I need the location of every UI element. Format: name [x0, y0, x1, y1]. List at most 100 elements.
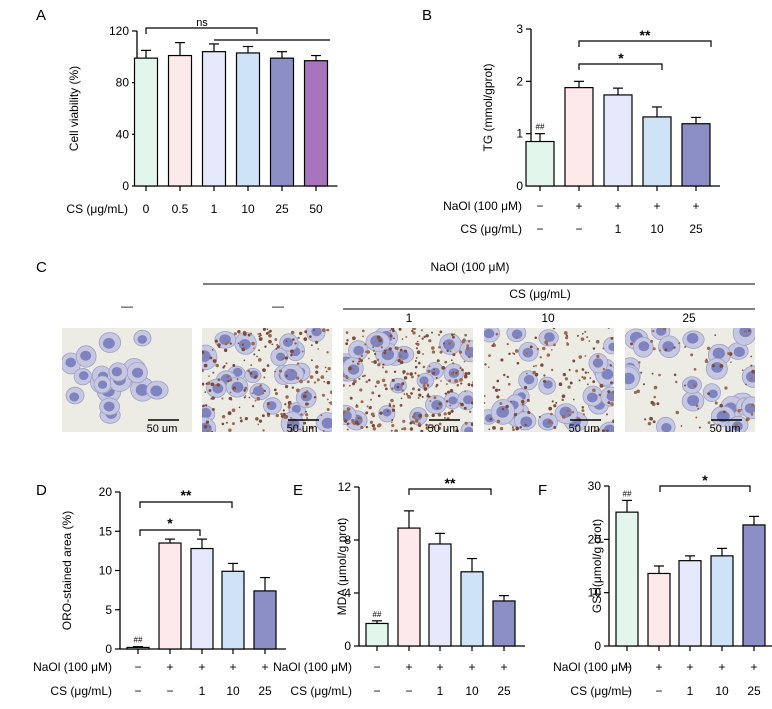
lipid-droplet: [592, 380, 596, 384]
lipid-droplet: [328, 401, 331, 404]
lipid-droplet: [484, 395, 486, 398]
cell-nucleus: [662, 341, 675, 352]
lipid-droplet: [221, 422, 225, 426]
lipid-droplet: [276, 343, 279, 346]
cell-nucleus: [238, 339, 251, 350]
lipid-droplet: [467, 340, 471, 343]
lipid-droplet: [366, 405, 369, 408]
lipid-droplet: [553, 425, 557, 429]
cell-nucleus: [253, 385, 265, 397]
condition-value: +: [575, 199, 582, 213]
lipid-droplet: [376, 380, 380, 385]
lipid-droplet: [562, 373, 566, 377]
condition-value: 50: [309, 202, 323, 216]
lipid-droplet: [584, 355, 587, 357]
condition-label: CS (μg/mL): [460, 222, 522, 236]
lipid-droplet: [313, 381, 317, 384]
lipid-droplet: [247, 369, 251, 373]
lipid-droplet: [374, 385, 377, 388]
scale-bar-label: 50 μm: [147, 423, 178, 432]
lipid-droplet: [401, 384, 403, 387]
chart-E: E 0 4 8 12 MDA (μmol/g prot) ## NaOl (100 μM) − +…: [273, 475, 525, 698]
cell-nucleus: [708, 389, 718, 399]
lipid-droplet: [449, 350, 452, 353]
condition-value: −: [134, 660, 141, 674]
lipid-droplet: [459, 377, 463, 382]
lipid-droplet: [693, 384, 696, 388]
bar-NaOl: [158, 542, 182, 650]
lipid-droplet: [431, 346, 435, 350]
lipid-droplet: [217, 343, 221, 347]
lipid-droplet: [208, 375, 210, 377]
lipid-droplet: [423, 387, 428, 391]
significance-label: **: [181, 487, 192, 503]
lipid-droplet: [673, 373, 677, 377]
lipid-droplet: [546, 353, 551, 357]
lipid-droplet: [202, 382, 205, 386]
lipid-droplet: [561, 398, 565, 402]
lipid-droplet: [414, 359, 417, 362]
micrograph-svg: 50 μm: [202, 328, 332, 432]
lipid-droplet: [464, 390, 467, 393]
significance-bracket: [139, 501, 233, 508]
lipid-droplet: [266, 402, 270, 405]
lipid-droplet: [750, 355, 753, 358]
condition-value: +: [692, 199, 699, 213]
lipid-droplet: [360, 425, 364, 430]
lipid-droplet: [425, 423, 428, 427]
lipid-droplet: [435, 383, 439, 387]
lipid-droplet: [748, 329, 751, 332]
lipid-droplet: [584, 330, 587, 333]
lipid-droplet: [651, 372, 654, 375]
lipid-droplet: [241, 347, 246, 352]
condition-value: +: [686, 660, 693, 674]
lipid-droplet: [309, 375, 314, 379]
lipid-droplet: [305, 402, 309, 406]
lipid-droplet: [384, 387, 388, 391]
lipid-droplet: [568, 413, 571, 417]
y-tick-label: 10: [99, 564, 113, 578]
y-tick-label: 40: [116, 127, 130, 141]
lipid-droplet: [512, 428, 515, 432]
bar-1: [603, 94, 633, 187]
lipid-droplet: [576, 334, 579, 337]
bar-10: [642, 116, 672, 187]
lipid-droplet: [358, 377, 361, 381]
lipid-droplet: [249, 371, 253, 375]
lipid-droplet: [304, 330, 308, 334]
lipid-droplet: [305, 390, 309, 393]
lipid-droplet: [299, 379, 303, 384]
lipid-droplet: [348, 384, 351, 387]
cell-nucleus: [132, 367, 144, 378]
lipid-droplet: [730, 361, 732, 364]
condition-value: −: [536, 222, 543, 236]
lipid-droplet: [236, 378, 239, 380]
lipid-droplet: [208, 389, 212, 392]
lipid-droplet: [356, 362, 360, 366]
condition-value: +: [614, 199, 621, 213]
lipid-droplet: [548, 406, 553, 411]
lipid-droplet: [575, 369, 579, 373]
lipid-droplet: [444, 360, 448, 364]
lipid-droplet: [489, 417, 493, 421]
lipid-droplet: [515, 336, 518, 339]
cell-nucleus: [69, 392, 80, 402]
cell-nucleus: [484, 328, 495, 339]
lipid-droplet: [515, 426, 520, 431]
lipid-droplet: [273, 388, 277, 392]
lipid-droplet: [251, 341, 255, 346]
y-tick-label: 20: [99, 485, 113, 499]
cell-nucleus: [419, 376, 429, 385]
lipid-droplet: [693, 368, 697, 371]
lipid-droplet: [244, 417, 248, 421]
lipid-droplet: [523, 385, 528, 390]
condition-label: CS (μg/mL): [66, 202, 128, 216]
lipid-droplet: [642, 383, 646, 386]
lipid-droplet: [464, 372, 468, 376]
lipid-droplet: [415, 342, 418, 345]
lipid-droplet: [275, 413, 279, 418]
cell-nucleus: [687, 395, 700, 406]
lipid-droplet: [466, 344, 470, 348]
lipid-droplet: [251, 404, 255, 408]
lipid-droplet: [582, 413, 585, 416]
